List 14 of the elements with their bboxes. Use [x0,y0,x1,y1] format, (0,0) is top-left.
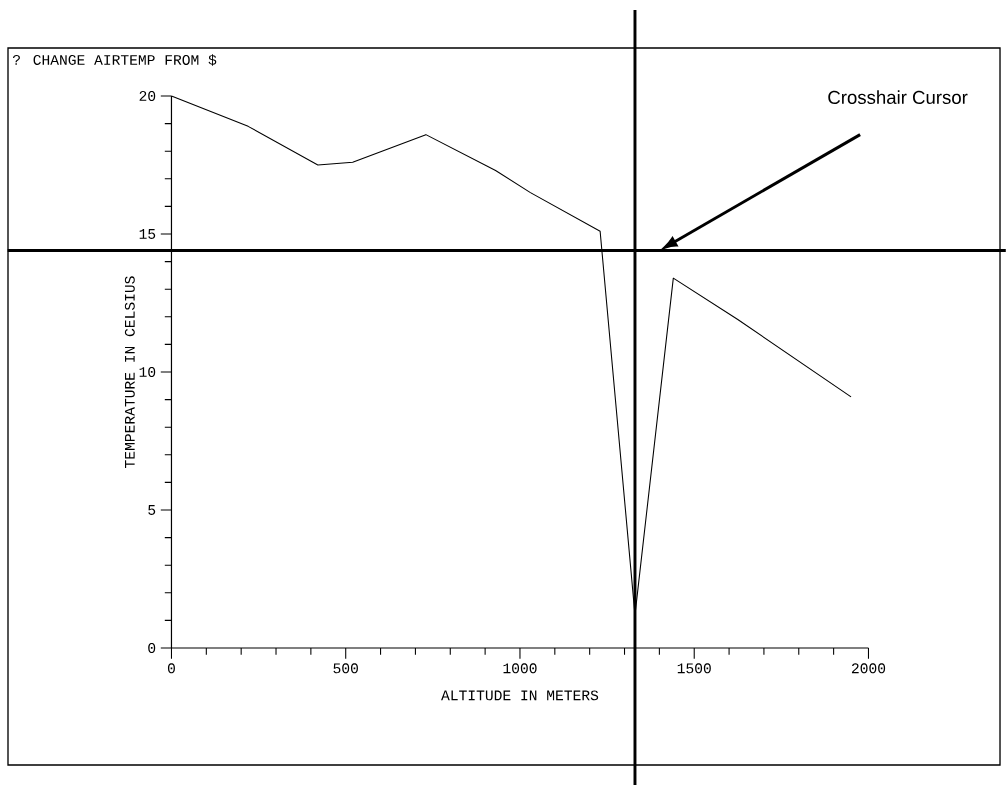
y-tick-label: 10 [139,367,156,377]
y-tick-label: 20 [139,91,156,101]
y-tick-label: 5 [148,505,156,515]
chart-title: ? CHANGE AIRTEMP FROM $ [12,54,217,66]
y-axis-title: TEMPERATURE IN CELSIUS [124,276,135,468]
y-tick-label: 15 [139,229,156,239]
y-tick-label: 0 [148,643,156,653]
x-tick-label: 2000 [851,663,886,674]
x-tick-label: 1000 [503,663,537,674]
x-tick-label: 1500 [677,663,711,674]
annotation: Crosshair Cursor [828,90,968,105]
x-tick-label: 0 [167,663,175,674]
x-axis-title: ALTITUDE IN METERS [441,690,599,701]
x-tick-label: 500 [333,663,358,674]
